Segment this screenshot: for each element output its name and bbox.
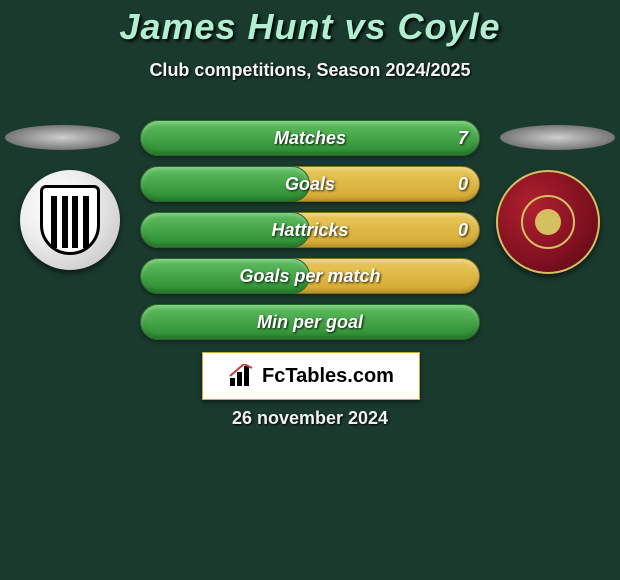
stat-bar-fill (140, 258, 310, 294)
stat-row: Matches7 (140, 120, 480, 156)
stat-bar-fill (140, 166, 310, 202)
brand-chart-icon (228, 364, 256, 388)
stat-row: Goals per match (140, 258, 480, 294)
subtitle: Club competitions, Season 2024/2025 (0, 60, 620, 81)
page-title: James Hunt vs Coyle (0, 6, 620, 48)
club-logo-right-ring (521, 195, 575, 249)
club-logo-left (20, 170, 120, 270)
stat-bar-fill (140, 120, 480, 156)
comparison-widget: James Hunt vs Coyle Club competitions, S… (0, 0, 620, 580)
player-shadow-right (500, 125, 615, 150)
stat-row: Min per goal (140, 304, 480, 340)
stat-row: Hattricks0 (140, 212, 480, 248)
player-shadow-left (5, 125, 120, 150)
brand-text: FcTables.com (262, 365, 394, 388)
club-logo-right-ball (535, 209, 561, 235)
date-label: 26 november 2024 (0, 408, 620, 429)
stat-bar-fill (140, 212, 310, 248)
stat-row: Goals0 (140, 166, 480, 202)
brand-box[interactable]: FcTables.com (202, 352, 420, 400)
club-logo-right (496, 170, 600, 274)
stat-bar-fill (140, 304, 480, 340)
stat-bars: Matches7 Goals0 Hattricks0 Goals per match M… (140, 120, 480, 350)
club-logo-left-shield (40, 185, 100, 255)
